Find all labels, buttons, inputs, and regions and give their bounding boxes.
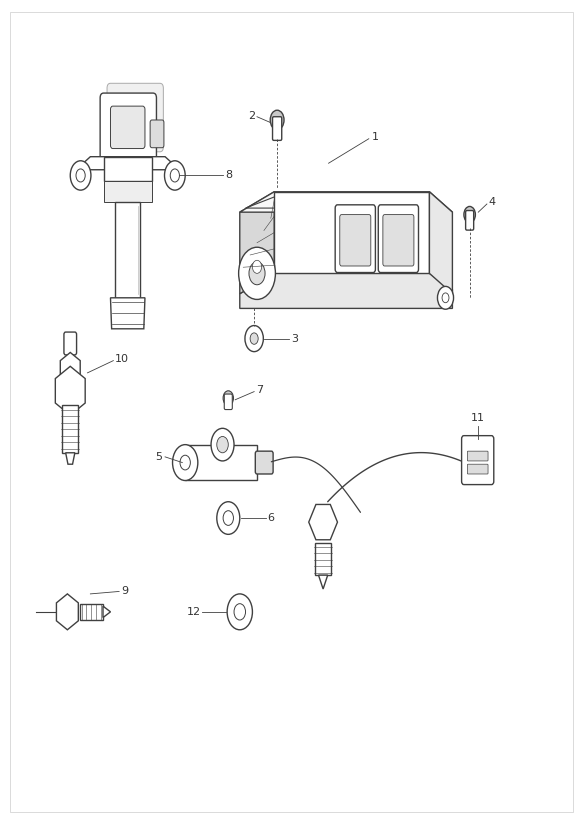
Polygon shape xyxy=(60,353,80,385)
Circle shape xyxy=(173,445,198,480)
Polygon shape xyxy=(240,192,452,212)
Text: 5: 5 xyxy=(155,452,162,462)
Circle shape xyxy=(71,161,91,190)
Circle shape xyxy=(223,391,233,405)
Circle shape xyxy=(76,169,85,182)
Circle shape xyxy=(211,428,234,461)
FancyBboxPatch shape xyxy=(107,83,163,152)
FancyBboxPatch shape xyxy=(272,117,282,140)
Text: 9: 9 xyxy=(121,587,128,597)
FancyBboxPatch shape xyxy=(315,542,331,575)
Circle shape xyxy=(223,511,233,526)
Polygon shape xyxy=(240,274,452,308)
Circle shape xyxy=(217,437,229,452)
Text: 4: 4 xyxy=(489,198,496,208)
Text: 7: 7 xyxy=(256,385,263,395)
Circle shape xyxy=(249,262,265,285)
Circle shape xyxy=(250,333,258,344)
Text: 11: 11 xyxy=(470,413,484,423)
FancyBboxPatch shape xyxy=(468,464,488,474)
FancyBboxPatch shape xyxy=(62,405,78,452)
FancyBboxPatch shape xyxy=(115,203,141,297)
Text: 3: 3 xyxy=(291,334,298,344)
Circle shape xyxy=(217,502,240,534)
Circle shape xyxy=(227,594,252,630)
FancyBboxPatch shape xyxy=(462,436,494,485)
FancyBboxPatch shape xyxy=(340,214,371,266)
Polygon shape xyxy=(274,192,430,274)
Circle shape xyxy=(180,455,191,470)
Circle shape xyxy=(437,287,454,309)
Text: 10: 10 xyxy=(115,354,129,364)
Text: 12: 12 xyxy=(187,606,201,617)
FancyBboxPatch shape xyxy=(383,214,414,266)
FancyBboxPatch shape xyxy=(255,452,273,474)
Circle shape xyxy=(245,325,264,352)
Polygon shape xyxy=(185,445,257,480)
Circle shape xyxy=(442,293,449,302)
Text: 8: 8 xyxy=(226,171,233,180)
FancyBboxPatch shape xyxy=(80,604,103,620)
Polygon shape xyxy=(103,606,111,617)
Polygon shape xyxy=(104,157,152,181)
Circle shape xyxy=(164,161,185,190)
FancyBboxPatch shape xyxy=(111,106,145,148)
Polygon shape xyxy=(240,192,274,293)
Polygon shape xyxy=(111,297,145,329)
FancyBboxPatch shape xyxy=(468,452,488,461)
Polygon shape xyxy=(76,157,180,181)
Polygon shape xyxy=(55,367,85,415)
Text: 2: 2 xyxy=(248,111,255,121)
FancyBboxPatch shape xyxy=(378,205,419,273)
Text: 1: 1 xyxy=(372,132,379,142)
Polygon shape xyxy=(430,192,452,293)
FancyBboxPatch shape xyxy=(150,120,164,147)
Polygon shape xyxy=(57,594,78,630)
FancyBboxPatch shape xyxy=(466,210,473,230)
Circle shape xyxy=(464,207,475,222)
Polygon shape xyxy=(104,181,152,203)
Text: 6: 6 xyxy=(268,513,275,523)
Circle shape xyxy=(252,260,262,274)
Circle shape xyxy=(271,110,284,129)
Circle shape xyxy=(238,247,275,299)
FancyBboxPatch shape xyxy=(100,93,156,162)
FancyBboxPatch shape xyxy=(224,394,232,410)
Circle shape xyxy=(234,604,245,620)
Circle shape xyxy=(170,169,180,182)
Polygon shape xyxy=(309,504,338,540)
Polygon shape xyxy=(318,575,328,589)
FancyBboxPatch shape xyxy=(335,205,375,273)
Polygon shape xyxy=(66,452,75,464)
FancyBboxPatch shape xyxy=(64,332,76,355)
